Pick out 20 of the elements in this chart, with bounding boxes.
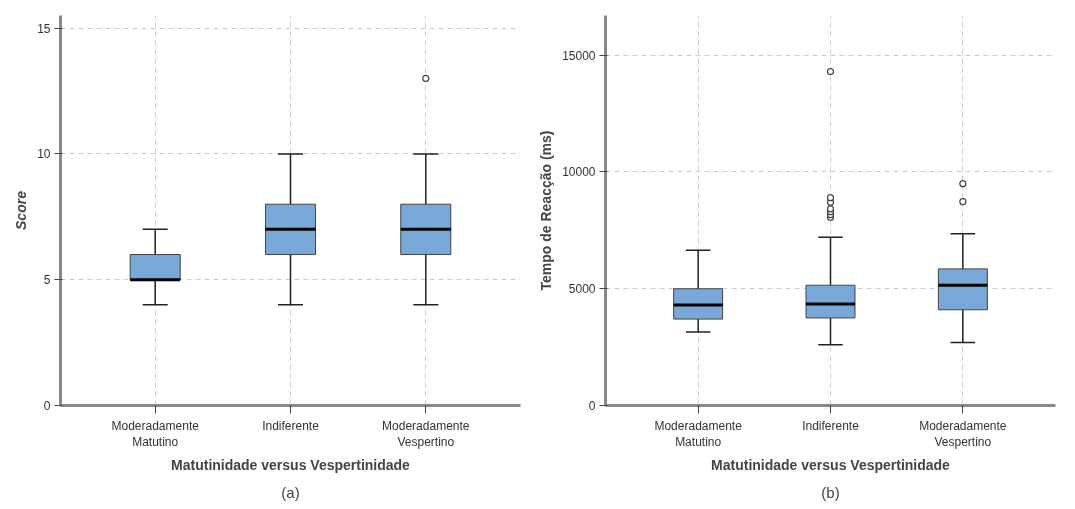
x-tick-label: Moderadamente Vespertino bbox=[382, 418, 470, 450]
y-tick-label: 15000 bbox=[562, 48, 596, 63]
y-axis-title: Tempo de Reacção (ms) bbox=[538, 130, 555, 291]
x-tick-label: Moderadamente Matutino bbox=[111, 418, 200, 450]
y-tick-label: 0 bbox=[43, 399, 51, 413]
x-axis-title: Matutinidade versus Vespertinidade bbox=[171, 457, 411, 474]
x-tick-label: Indiferente bbox=[262, 418, 320, 433]
y-tick-label: 10 bbox=[37, 147, 51, 162]
y-tick-label: 5 bbox=[43, 273, 51, 288]
x-tick-label: Moderadamente Vespertino bbox=[919, 418, 1007, 450]
y-tick-label: 15 bbox=[37, 21, 51, 36]
y-axis-title: Score bbox=[13, 190, 30, 230]
text: (b) bbox=[821, 483, 840, 501]
text: (a) bbox=[281, 483, 300, 501]
y-tick-label: 5000 bbox=[568, 282, 596, 297]
x-axis-title: Matutinidade versus Vespertinidade bbox=[711, 457, 951, 474]
x-tick-label: Indiferente bbox=[802, 418, 860, 433]
y-tick-label: 0 bbox=[588, 399, 596, 413]
x-tick-label: Moderadamente Matutino bbox=[654, 418, 743, 450]
y-tick-label: 10000 bbox=[562, 165, 596, 180]
